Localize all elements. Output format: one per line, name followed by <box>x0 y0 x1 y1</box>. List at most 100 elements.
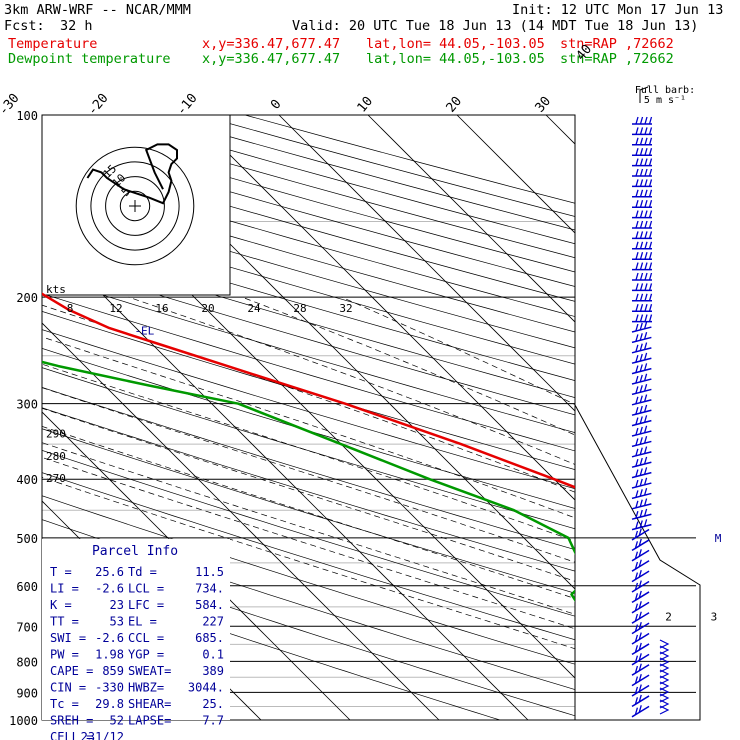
barb-tick <box>635 200 639 208</box>
barb-staff <box>631 612 650 624</box>
barb-staff <box>631 622 650 635</box>
barb-staff <box>631 643 650 656</box>
parcel-key: YGP = <box>128 647 164 661</box>
barb-tick <box>639 314 644 322</box>
wind-barb <box>631 580 650 593</box>
profiles <box>42 292 575 603</box>
parcel-key: EL = <box>128 614 157 628</box>
wind-barb <box>632 241 653 250</box>
barb-tick <box>643 384 648 392</box>
hodograph-trace <box>86 143 178 205</box>
barb-staff <box>631 653 650 666</box>
wind-barb <box>631 342 652 354</box>
wind-barb <box>632 137 653 146</box>
barb-tick <box>639 293 644 301</box>
barb-tick <box>638 642 642 651</box>
barb-tick <box>635 344 639 352</box>
barb-staff <box>631 560 650 572</box>
parcel-key: LFC = <box>128 598 164 612</box>
barb-tick <box>634 572 639 580</box>
dewpoint-xy: x,y=336.47,677.47 <box>202 51 341 67</box>
barb-staff <box>631 513 652 520</box>
wind-barb <box>631 508 652 520</box>
dry-adiabat-390 <box>42 242 575 398</box>
barb-tick <box>638 684 642 692</box>
barb-staff <box>631 440 652 448</box>
barb-tick <box>648 283 653 291</box>
parcel-key: CCL = <box>128 631 164 645</box>
parcel-key: SWI = <box>50 631 86 645</box>
isotherm--40 <box>42 233 529 720</box>
barb-tick <box>643 321 648 329</box>
wind-barb <box>631 436 652 448</box>
barb-legend-value: 5 m s⁻¹ <box>644 95 686 106</box>
dewpoint-legend: Dewpoint temperature <box>8 51 171 67</box>
parcel-key: PW = <box>50 647 79 661</box>
wind-barb <box>632 304 653 312</box>
barb-tick <box>635 314 639 322</box>
wind-barb <box>631 519 652 531</box>
wind-barb <box>632 179 653 188</box>
barb-tick <box>643 332 648 340</box>
barb-tick <box>648 116 653 125</box>
wind-barb <box>632 272 653 281</box>
temperature-stn: stn=RAP ,72662 <box>560 36 674 52</box>
barb-tick <box>648 220 653 229</box>
fcst-value: 32 h <box>60 18 93 34</box>
barb-staff <box>631 503 652 510</box>
plot-border <box>41 114 576 721</box>
barb-tick <box>639 262 644 270</box>
pressure-label-800: 800 <box>16 655 38 669</box>
barb-tick <box>638 621 642 630</box>
barb-tick <box>639 210 644 218</box>
barb-tick <box>639 457 643 466</box>
barb-tick <box>644 158 648 166</box>
parcel-key: CIN = <box>50 680 86 694</box>
parcel-value: 859 <box>102 664 124 678</box>
wind-barb <box>631 415 652 427</box>
barb-tick <box>634 541 639 549</box>
barb-tick <box>643 373 648 381</box>
barb-tick <box>639 333 643 341</box>
barb-tick <box>639 364 643 372</box>
dry-adiabat-270 <box>42 472 575 641</box>
wind-barb <box>631 549 650 562</box>
parcel-key: LAPSE= <box>128 713 171 727</box>
moist-adiabat--10 <box>42 476 575 650</box>
barb-tick <box>639 127 644 135</box>
pressure-label-200: 200 <box>16 291 38 305</box>
barb-tick <box>635 137 639 145</box>
barb-tick <box>635 283 639 291</box>
wind-barb <box>632 158 653 167</box>
parcel-value: 3044. <box>188 680 224 694</box>
barb-tick <box>634 634 639 643</box>
barb-tick <box>635 438 639 446</box>
barb-staff <box>631 705 650 718</box>
barb-tick <box>639 168 644 177</box>
wind-barb <box>632 314 653 323</box>
parcel-key: SHEAR= <box>128 697 171 711</box>
barb-tick <box>648 189 653 197</box>
parcel-value: 389 <box>202 664 224 678</box>
dry-adiabat-350 <box>42 311 575 470</box>
pressure-label-500: 500 <box>16 532 38 546</box>
temp-tick-40: 40 <box>574 42 596 64</box>
barb-tick <box>644 262 648 270</box>
barb-tick <box>639 385 643 393</box>
dry-adiabat-330 <box>42 347 575 509</box>
temperature-profile <box>42 292 575 489</box>
wind-barb <box>631 498 652 510</box>
barb-tick <box>635 116 639 125</box>
parcel-value: 227 <box>202 614 224 628</box>
barb-tick <box>635 407 639 415</box>
barb-tick <box>639 322 643 331</box>
wind-barb <box>631 332 652 344</box>
wind-barb <box>631 601 650 614</box>
valid-time: Valid: 20 UTC Tue 18 Jun 13 (14 MDT Tue … <box>292 18 699 34</box>
barb-tick <box>635 355 639 363</box>
hodo-ring-20 <box>75 146 195 266</box>
dry-adiabat-370 <box>42 275 575 433</box>
barb-tick <box>644 189 648 197</box>
barb-staff <box>631 580 650 593</box>
